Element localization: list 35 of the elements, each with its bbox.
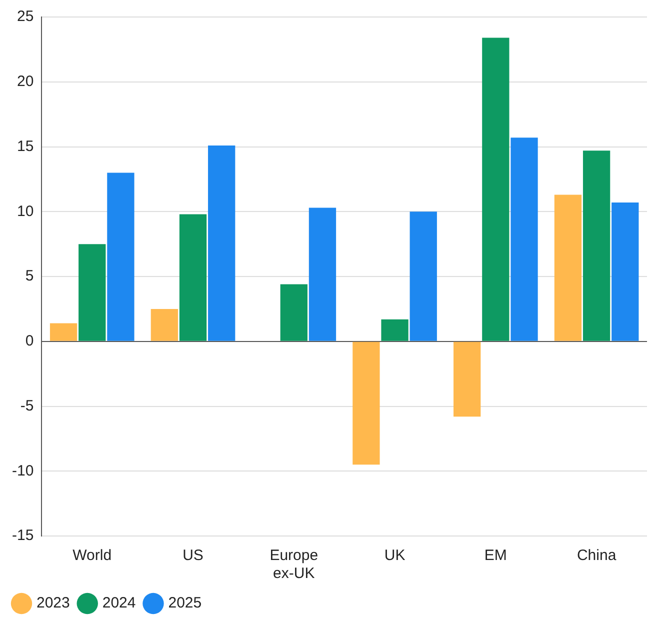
bar: [410, 212, 437, 341]
bar: [582, 150, 610, 341]
bar: [150, 308, 178, 341]
legend-label: 2025: [168, 594, 202, 612]
y-tick-label: -10: [12, 462, 34, 480]
x-tick-label: Europe ex-UK: [270, 547, 318, 582]
y-tick-label: 25: [16, 8, 34, 26]
bar: [179, 214, 207, 341]
bar: [554, 194, 582, 341]
x-tick-label: China: [576, 547, 617, 564]
y-tick-label: 5: [25, 268, 34, 285]
y-tick-label: 20: [16, 73, 34, 90]
x-tick-label: World: [72, 547, 112, 564]
bar: [280, 284, 308, 341]
bar: [308, 208, 336, 341]
bar: [50, 323, 78, 341]
legend-label: 2024: [102, 594, 136, 612]
bar: [78, 244, 106, 341]
bar: [381, 319, 408, 341]
bar: [208, 145, 236, 341]
y-tick-label: -15: [12, 527, 34, 544]
bar: [482, 38, 510, 341]
x-tick-label: EM: [484, 547, 507, 564]
y-tick-label: 0: [25, 332, 34, 350]
x-tick-label: UK: [384, 547, 406, 564]
bar: [612, 202, 639, 341]
y-tick-label: 10: [16, 202, 34, 220]
bar: [454, 342, 481, 417]
y-tick-label: -5: [20, 397, 34, 414]
x-tick-label: US: [182, 547, 204, 564]
bar: [107, 172, 134, 341]
bar: [510, 138, 538, 341]
y-tick-label: 15: [16, 138, 34, 155]
bar: [352, 342, 380, 465]
legend-label: 2023: [36, 594, 70, 612]
